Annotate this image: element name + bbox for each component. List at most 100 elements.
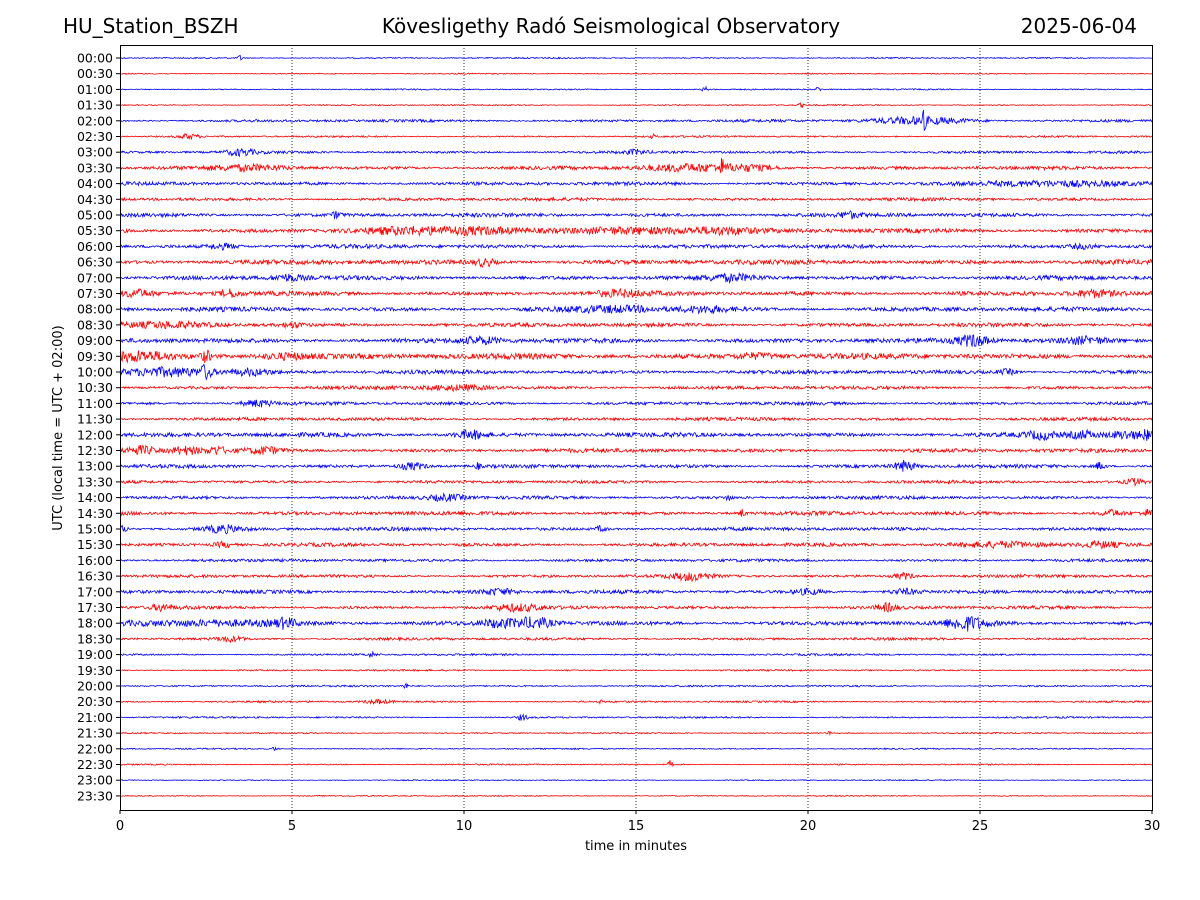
plot-frame: [120, 45, 1153, 811]
trace-1500: [119, 524, 1153, 535]
y-tick-label: 21:30: [77, 726, 113, 741]
trace-2000: [119, 682, 1153, 690]
y-tick-label: 19:30: [77, 663, 113, 678]
trace-0500: [119, 210, 1153, 220]
y-tick-label: 05:00: [77, 208, 113, 223]
y-tick-label: 12:30: [77, 443, 113, 458]
y-tick-label: 14:30: [77, 506, 113, 521]
trace-0900: [119, 334, 1153, 347]
y-tick-label: 15:30: [77, 537, 113, 552]
y-axis-label: UTC (local time = UTC + 02:00): [51, 325, 66, 530]
trace-1430: [119, 508, 1153, 517]
trace-0200: [119, 109, 1153, 132]
chart-title: Kövesligethy Radó Seismological Observat…: [381, 14, 841, 38]
x-axis-label: time in minutes: [585, 839, 687, 854]
trace-1100: [119, 399, 1153, 408]
trace-0530: [119, 225, 1153, 237]
trace-0630: [119, 257, 1153, 268]
y-tick-label: 22:30: [77, 757, 113, 772]
trace-1730: [119, 602, 1153, 614]
y-tick-label: 09:00: [77, 333, 113, 348]
y-tick-label: 11:00: [77, 396, 113, 411]
y-tick-label: 18:30: [77, 631, 113, 646]
trace-0730: [119, 287, 1153, 299]
trace-2330: [119, 794, 1153, 798]
trace-1800: [119, 616, 1153, 632]
x-tick-label: 25: [972, 819, 989, 834]
y-tick-label: 10:00: [77, 365, 113, 380]
y-tick-label: 00:00: [77, 51, 113, 66]
trace-1630: [119, 571, 1153, 583]
y-tick-label: 22:00: [77, 741, 113, 756]
y-tick-label: 08:00: [77, 302, 113, 317]
trace-2100: [119, 713, 1153, 721]
y-tick-label: 00:30: [77, 66, 113, 81]
y-tick-label: 20:00: [77, 679, 113, 694]
trace-0230: [119, 132, 1153, 141]
trace-1030: [119, 383, 1153, 393]
y-tick-label: 03:00: [77, 145, 113, 160]
y-tick-label: 04:30: [77, 192, 113, 207]
trace-1300: [119, 459, 1153, 472]
trace-1600: [119, 557, 1153, 564]
x-tick-label: 30: [1144, 819, 1161, 834]
x-axis-ticks: 0 5 10 15 20 25 30: [116, 810, 1160, 834]
y-tick-label: 03:30: [77, 160, 113, 175]
trace-1000: [119, 363, 1153, 381]
trace-1200: [119, 428, 1153, 442]
chart-date: 2025-06-04: [1020, 14, 1137, 38]
seismic-traces: [119, 54, 1153, 798]
y-tick-label: 23:30: [77, 788, 113, 803]
x-tick-label: 10: [456, 819, 473, 834]
y-tick-label: 16:00: [77, 553, 113, 568]
y-tick-label: 02:30: [77, 129, 113, 144]
grid-lines: [291, 45, 981, 810]
y-tick-label: 17:00: [77, 584, 113, 599]
x-tick-label: 20: [800, 819, 817, 834]
x-tick-label: 0: [116, 819, 124, 834]
trace-1330: [119, 477, 1152, 487]
trace-0100: [119, 85, 1153, 92]
trace-0600: [119, 242, 1153, 251]
y-tick-label: 16:30: [77, 569, 113, 584]
y-tick-label: 21:00: [77, 710, 113, 725]
y-tick-label: 14:00: [77, 490, 113, 505]
trace-2300: [119, 778, 1153, 782]
trace-1230: [119, 444, 1153, 456]
trace-1400: [119, 492, 1153, 503]
y-tick-label: 13:00: [77, 459, 113, 474]
y-tick-label: 08:30: [77, 317, 113, 332]
station-name: HU_Station_BSZH: [63, 14, 239, 38]
trace-0800: [119, 304, 1153, 315]
trace-0430: [119, 196, 1153, 203]
trace-2230: [119, 760, 1153, 767]
trace-1830: [119, 635, 1153, 644]
y-tick-label: 20:30: [77, 694, 113, 709]
x-tick-label: 5: [288, 819, 296, 834]
trace-0830: [119, 319, 1153, 330]
trace-0400: [119, 179, 1153, 189]
y-tick-label: 06:30: [77, 255, 113, 270]
trace-1930: [119, 668, 1153, 673]
trace-1130: [119, 415, 1153, 423]
trace-2130: [119, 731, 1153, 736]
y-tick-label: 13:30: [77, 474, 113, 489]
trace-0330: [119, 158, 1153, 174]
trace-0700: [119, 271, 1153, 285]
y-tick-label: 01:00: [77, 82, 113, 97]
trace-0000: [119, 54, 1152, 61]
trace-1700: [119, 587, 1153, 597]
y-tick-label: 01:30: [77, 98, 113, 113]
trace-1530: [119, 539, 1153, 550]
y-tick-label: 02:00: [77, 113, 113, 128]
trace-0300: [119, 147, 1153, 158]
trace-0030: [119, 72, 1153, 75]
x-tick-label: 15: [628, 819, 645, 834]
y-tick-label: 17:30: [77, 600, 113, 615]
trace-0130: [119, 102, 1153, 109]
y-tick-label: 09:30: [77, 349, 113, 364]
y-tick-label: 06:00: [77, 239, 113, 254]
y-tick-label: 07:00: [77, 270, 113, 285]
y-tick-label: 19:00: [77, 647, 113, 662]
